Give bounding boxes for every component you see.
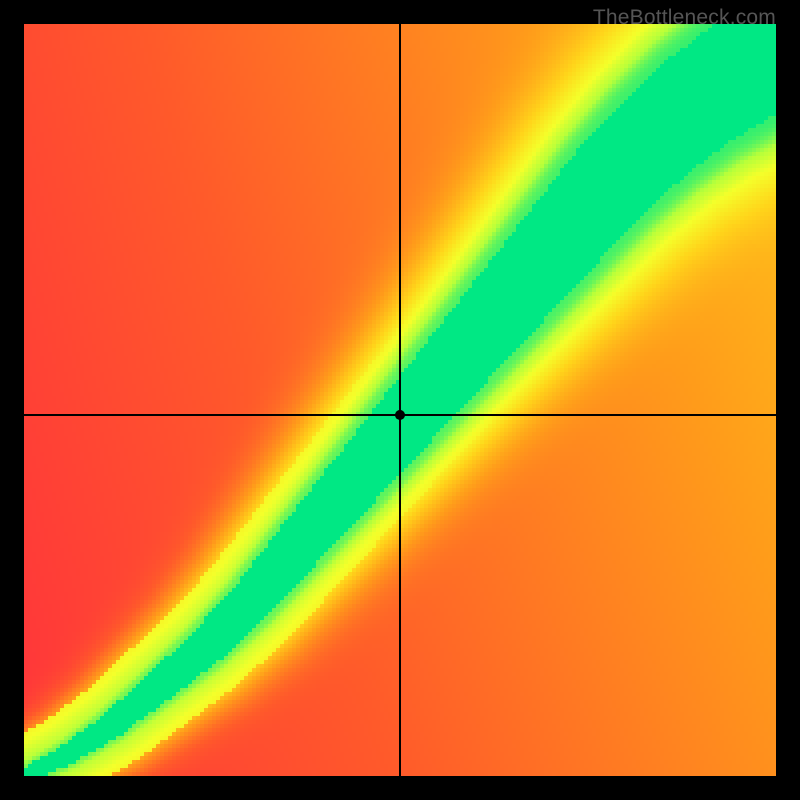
chart-container: TheBottleneck.com bbox=[0, 0, 800, 800]
watermark-text: TheBottleneck.com bbox=[593, 6, 776, 30]
bottleneck-heatmap bbox=[0, 0, 800, 800]
